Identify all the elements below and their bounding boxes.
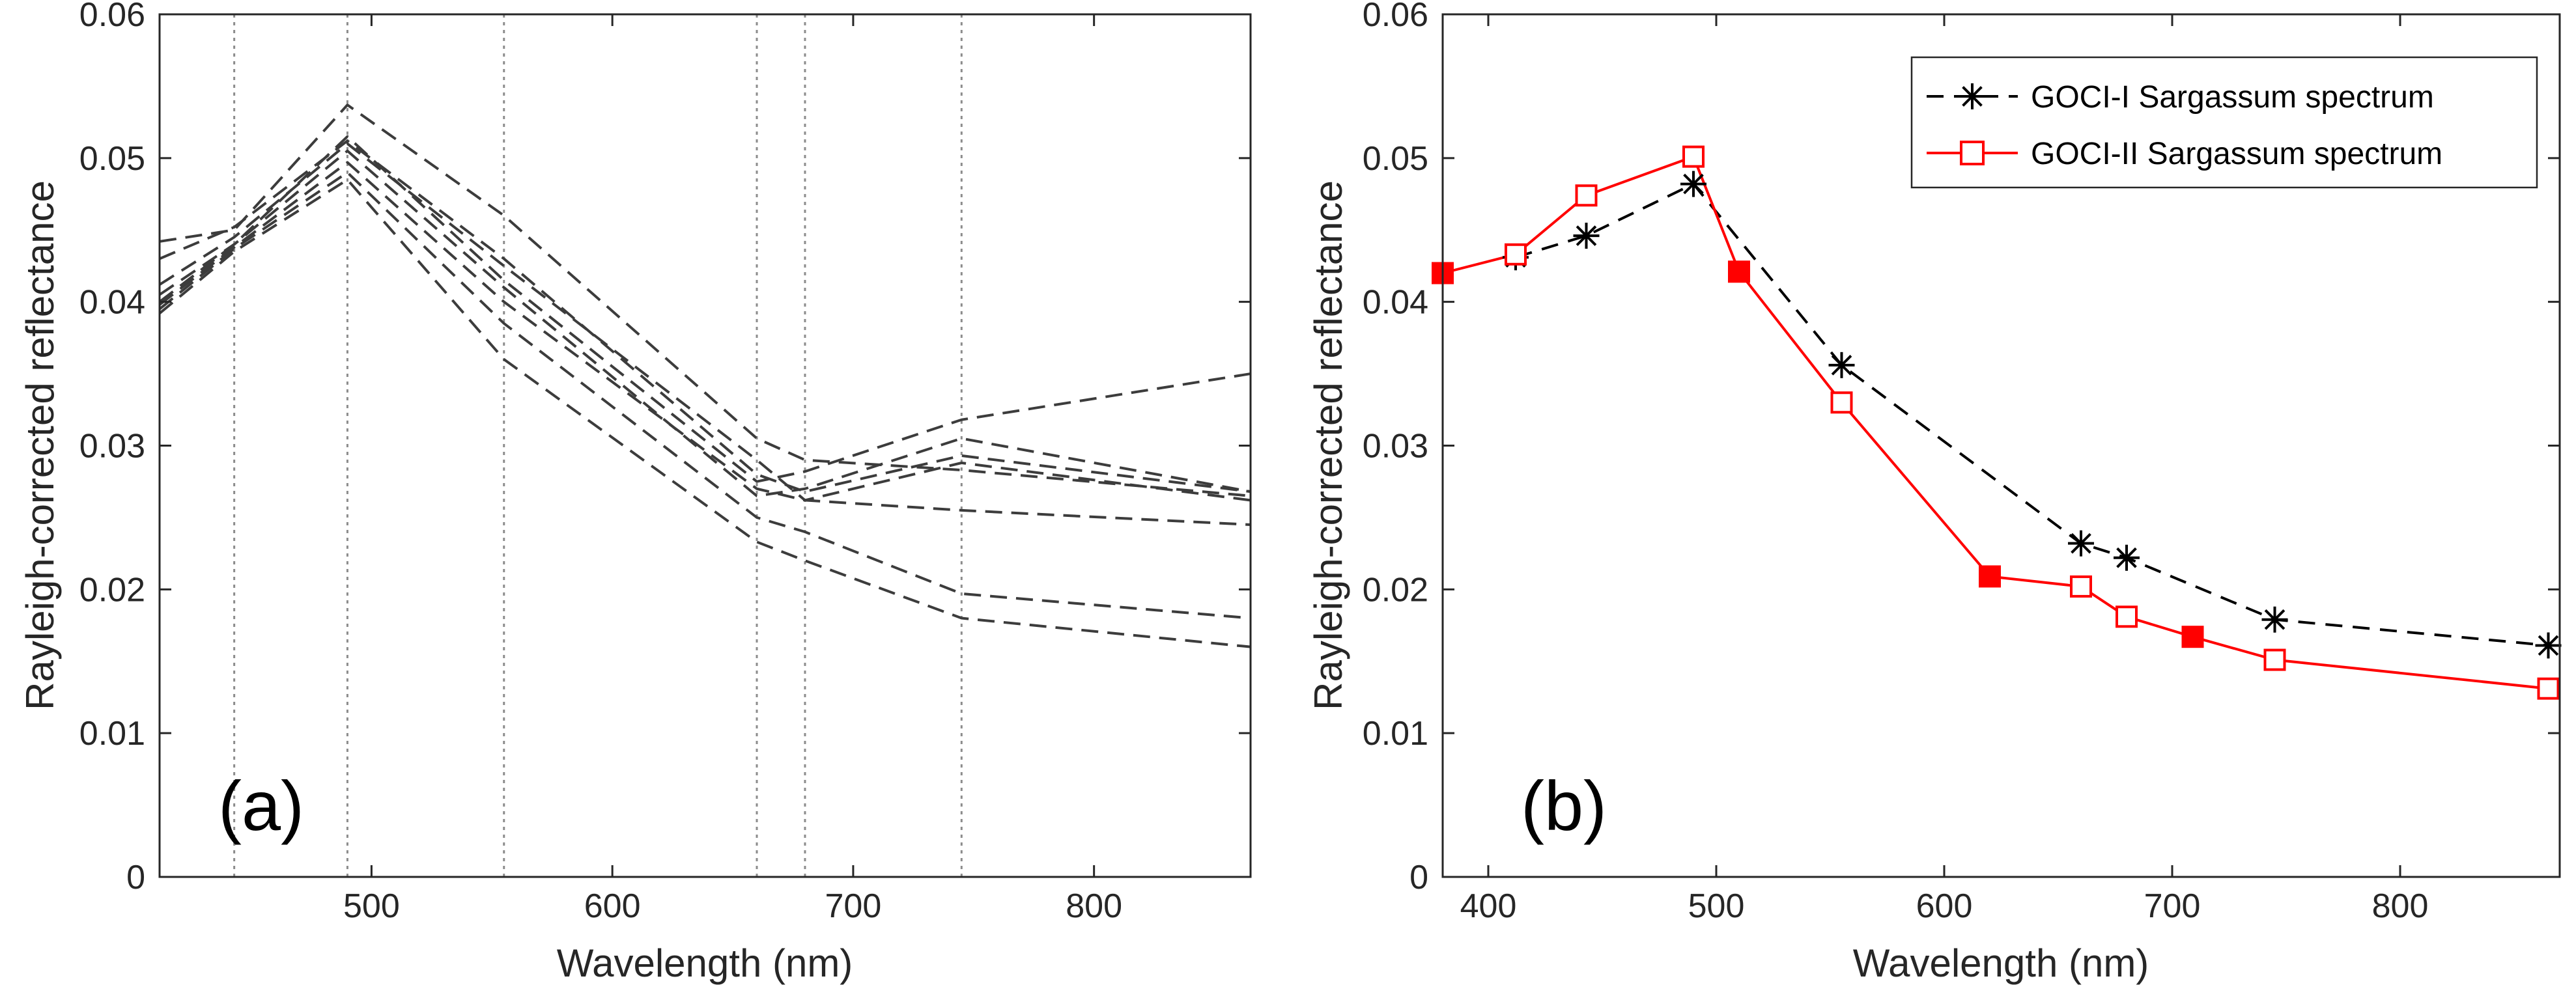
legend-label-goci-i: GOCI-I Sargassum spectrum — [2031, 80, 2434, 115]
x-tick-label-a: 700 — [825, 887, 882, 925]
chart-panel-a: 500 600 700 800 0 0.01 0.02 0.03 0.04 0.05 0.06 W… — [18, 0, 1252, 985]
x-tick-label-b: 800 — [2372, 887, 2429, 925]
y-tick-label-b: 0.05 — [1363, 140, 1428, 178]
series-line-goci-ii — [1442, 155, 2549, 690]
legend-marker-square-icon — [1960, 141, 1985, 165]
band-lines-a — [233, 14, 963, 877]
y-axis-label-a: Rayleigh-corrected reflectance — [18, 180, 62, 710]
series-line-spectrum-6 — [158, 161, 1251, 526]
series-line-spectrum-1 — [159, 104, 1251, 497]
data-point-goci-ii — [2116, 605, 2138, 628]
x-tick-label-a: 600 — [584, 887, 641, 925]
series-line-spectrum-2 — [159, 139, 1251, 493]
y-tick-label-a: 0.01 — [79, 715, 145, 753]
x-axis-ticks-a: 500 600 700 800 — [343, 14, 1122, 925]
data-point-goci-i — [2068, 530, 2094, 557]
data-point-goci-i — [2535, 632, 2562, 659]
data-point-goci-i — [1573, 223, 1600, 249]
y-tick-label-a: 0.05 — [79, 140, 145, 178]
series-group-b — [1432, 145, 2562, 700]
data-point-goci-ii — [1682, 145, 1705, 168]
data-point-goci-ii — [1830, 391, 1853, 414]
y-tick-label-b: 0 — [1409, 859, 1428, 896]
data-point-goci-i — [2114, 544, 2140, 571]
y-axis-ticks-a: 0 0.01 0.02 0.03 0.04 0.05 0.06 — [79, 0, 1251, 896]
legend-marker-asterisk-icon — [1959, 83, 1985, 109]
data-point-goci-ii-filled — [2181, 626, 2204, 648]
panel-label-a: (a) — [218, 766, 304, 845]
x-axis-label-a: Wavelength (nm) — [557, 941, 853, 985]
y-tick-label-b: 0.06 — [1363, 0, 1428, 34]
data-point-goci-ii-filled — [1979, 565, 2001, 588]
y-tick-label-a: 0.02 — [79, 571, 145, 609]
data-point-goci-ii — [2070, 575, 2092, 598]
y-tick-label-b: 0.03 — [1363, 428, 1428, 465]
x-tick-label-b: 600 — [1916, 887, 1973, 925]
x-tick-label-a: 800 — [1066, 887, 1122, 925]
data-point-goci-ii — [1505, 243, 1527, 266]
chart-panel-b: 400 500 600 700 800 0 0.01 0.02 0.03 0.04 0.05 0.0… — [1307, 0, 2562, 985]
data-point-goci-i — [1828, 352, 1855, 378]
series-line-spectrum-7 — [158, 171, 1251, 620]
legend-asterisk-icon — [1959, 83, 1985, 109]
series-line-spectrum-3 — [158, 142, 1251, 502]
y-tick-label-a: 0.06 — [79, 0, 145, 34]
x-axis-label-b: Wavelength (nm) — [1853, 941, 2149, 985]
x-tick-label-b: 500 — [1688, 887, 1745, 925]
series-line-spectrum-5 — [158, 149, 1251, 497]
series-group-a — [158, 104, 1251, 648]
y-tick-label-a: 0.04 — [79, 284, 145, 322]
x-axis-ticks-b: 400 500 600 700 800 — [1460, 14, 2429, 925]
y-axis-label-b: Rayleigh-corrected reflectance — [1307, 180, 1350, 710]
y-tick-label-b: 0.04 — [1363, 284, 1428, 322]
data-point-goci-i — [2261, 606, 2288, 633]
series-line-spectrum-4 — [158, 135, 1251, 483]
y-tick-label-b: 0.02 — [1363, 571, 1428, 609]
data-point-goci-ii — [2263, 648, 2286, 671]
data-point-goci-i — [1680, 171, 1706, 197]
data-point-goci-ii-filled — [1728, 260, 1750, 283]
x-tick-label-b: 700 — [2144, 887, 2201, 925]
y-tick-label-b: 0.01 — [1363, 715, 1428, 753]
series-line-goci-i — [1515, 182, 2549, 647]
x-tick-label-b: 400 — [1460, 887, 1517, 925]
y-tick-label-a: 0 — [126, 859, 145, 896]
y-tick-label-a: 0.03 — [79, 428, 145, 465]
series-line-spectrum-8 — [158, 178, 1251, 648]
y-axis-ticks-b: 0 0.01 0.02 0.03 0.04 0.05 0.06 — [1363, 0, 2560, 896]
data-point-goci-ii — [2537, 677, 2560, 700]
legend-label-goci-ii: GOCI-II Sargassum spectrum — [2031, 137, 2442, 171]
legend-box — [1910, 56, 2538, 189]
legend: GOCI-I Sargassum spectrum GOCI-II Sargas… — [1910, 56, 2538, 189]
panel-label-b: (b) — [1521, 766, 1607, 845]
data-point-goci-ii — [1575, 184, 1598, 207]
plot-area-a — [160, 14, 1251, 877]
x-tick-label-a: 500 — [343, 887, 400, 925]
